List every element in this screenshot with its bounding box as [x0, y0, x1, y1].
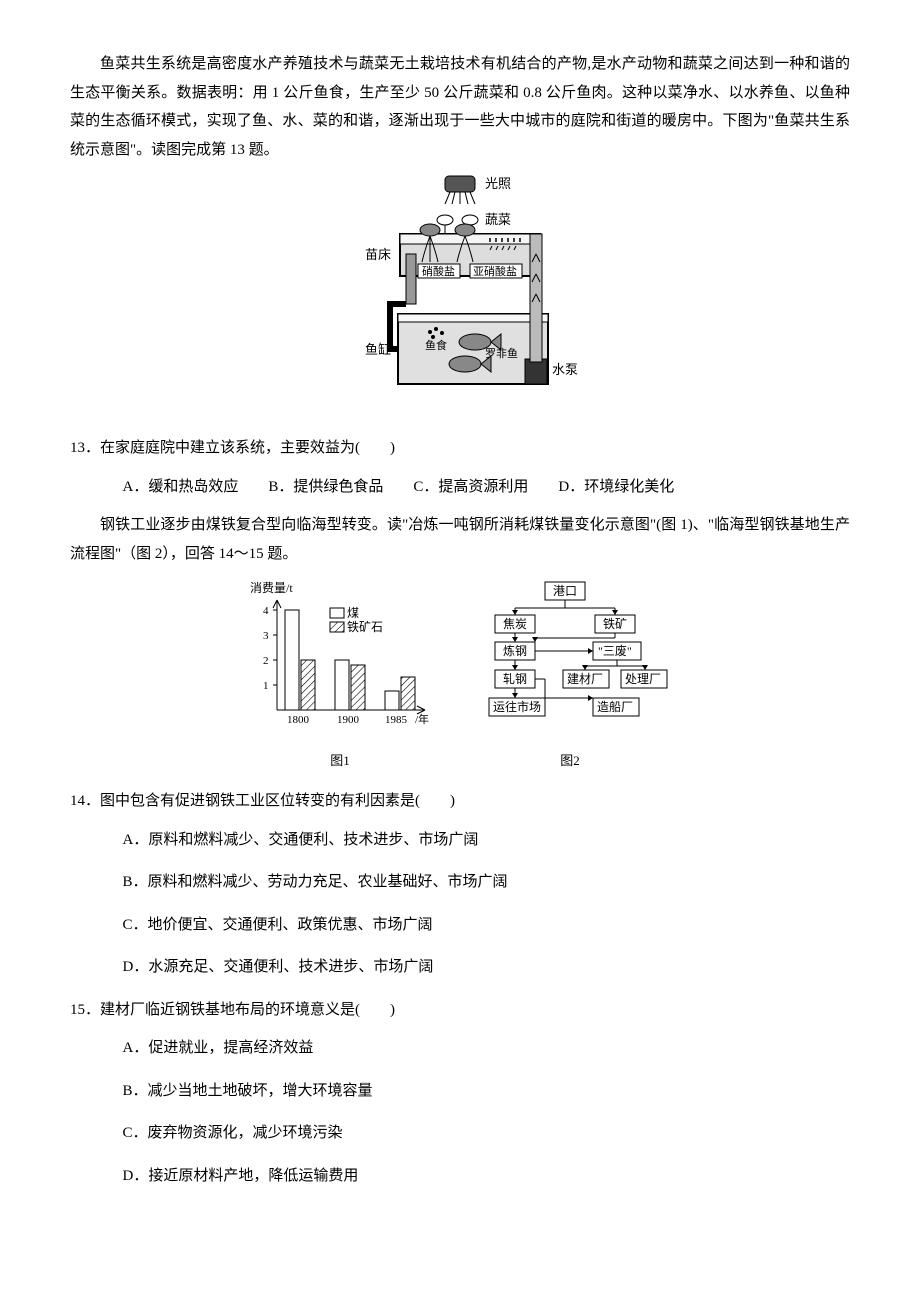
svg-text:处理厂: 处理厂: [625, 672, 661, 686]
svg-text:/年: /年: [415, 712, 429, 726]
q15-opt-c[interactable]: C．废弃物资源化，减少环境污染: [70, 1119, 850, 1148]
q14-opt-c[interactable]: C．地价便宜、交通便利、政策优惠、市场广阔: [70, 911, 850, 940]
label-food: 鱼食: [425, 338, 447, 352]
q13-opt-a[interactable]: A．缓和热岛效应: [123, 473, 239, 502]
svg-text:炼钢: 炼钢: [503, 643, 527, 658]
svg-text:消费量/t: 消费量/t: [250, 581, 293, 595]
q15-opt-d[interactable]: D．接近原材料产地，降低运输费用: [70, 1162, 850, 1191]
svg-text:3: 3: [263, 630, 269, 642]
label-nitrite: 亚硝酸盐: [473, 264, 517, 278]
svg-text:建材厂: 建材厂: [567, 672, 603, 686]
label-fish: 罗非鱼: [485, 346, 518, 360]
svg-text:"三废": "三废": [598, 643, 632, 658]
label-veg: 蔬菜: [485, 212, 511, 227]
q15-opt-b[interactable]: B．减少当地土地破坏，增大环境容量: [70, 1077, 850, 1106]
svg-text:1: 1: [263, 680, 269, 692]
intro-paragraph-2: 钢铁工业逐步由煤铁复合型向临海型转变。读"冶炼一吨钢所消耗煤铁量变化示意图"(图…: [70, 511, 850, 568]
svg-text:4: 4: [263, 605, 269, 617]
q15-stem: 15．建材厂临近钢铁基地布局的环境意义是( ): [70, 996, 850, 1025]
svg-text:煤: 煤: [347, 606, 359, 620]
q13-options: A．缓和热岛效应 B．提供绿色食品 C．提高资源利用 D．环境绿化美化: [70, 473, 850, 502]
svg-text:1900: 1900: [337, 714, 360, 726]
q13-opt-d[interactable]: D．环境绿化美化: [558, 473, 674, 502]
svg-text:铁矿: 铁矿: [603, 617, 627, 631]
bar-chart: 消费量/t 1 2 3 4 煤 铁矿石 1800 1900: [245, 580, 435, 773]
svg-text:运往市场: 运往市场: [493, 699, 541, 714]
svg-text:1985: 1985: [385, 714, 408, 726]
aquaponics-diagram: 光照 蔬菜 苗床 硝酸盐 亚硝酸盐 鱼缸 鱼食: [70, 174, 850, 414]
q13-opt-b[interactable]: B．提供绿色食品: [268, 473, 383, 502]
label-pump: 水泵: [552, 362, 578, 377]
svg-text:铁矿石: 铁矿石: [347, 620, 383, 634]
label-light: 光照: [485, 176, 511, 191]
q14-opt-d[interactable]: D．水源充足、交通便利、技术进步、市场广阔: [70, 953, 850, 982]
svg-text:港口: 港口: [553, 584, 577, 598]
flow-caption: 图2: [465, 749, 675, 774]
q15-opt-a[interactable]: A．促进就业，提高经济效益: [70, 1034, 850, 1063]
label-bed: 苗床: [365, 247, 391, 262]
svg-text:轧钢: 轧钢: [503, 672, 527, 686]
intro-paragraph-1: 鱼菜共生系统是高密度水产养殖技术与蔬菜无土栽培技术有机结合的产物,是水产动物和蔬…: [70, 50, 850, 164]
q13-stem: 13．在家庭庭院中建立该系统，主要效益为( ): [70, 434, 850, 463]
q14-stem: 14．图中包含有促进钢铁工业区位转变的有利因素是( ): [70, 787, 850, 816]
svg-text:1800: 1800: [287, 714, 310, 726]
q14-opt-a[interactable]: A．原料和燃料减少、交通便利、技术进步、市场广阔: [70, 826, 850, 855]
label-nitrate: 硝酸盐: [422, 264, 455, 278]
q13-opt-c[interactable]: C．提高资源利用: [413, 473, 528, 502]
label-tank: 鱼缸: [365, 342, 391, 357]
svg-text:焦炭: 焦炭: [503, 617, 527, 631]
svg-text:2: 2: [263, 655, 269, 667]
chart-caption: 图1: [245, 749, 435, 774]
q14-opt-b[interactable]: B．原料和燃料减少、劳动力充足、农业基础好、市场广阔: [70, 868, 850, 897]
flow-diagram: 港口 焦炭 铁矿 炼钢 "三废" 轧钢 建材厂 处理厂: [465, 580, 675, 773]
svg-text:造船厂: 造船厂: [597, 700, 633, 714]
